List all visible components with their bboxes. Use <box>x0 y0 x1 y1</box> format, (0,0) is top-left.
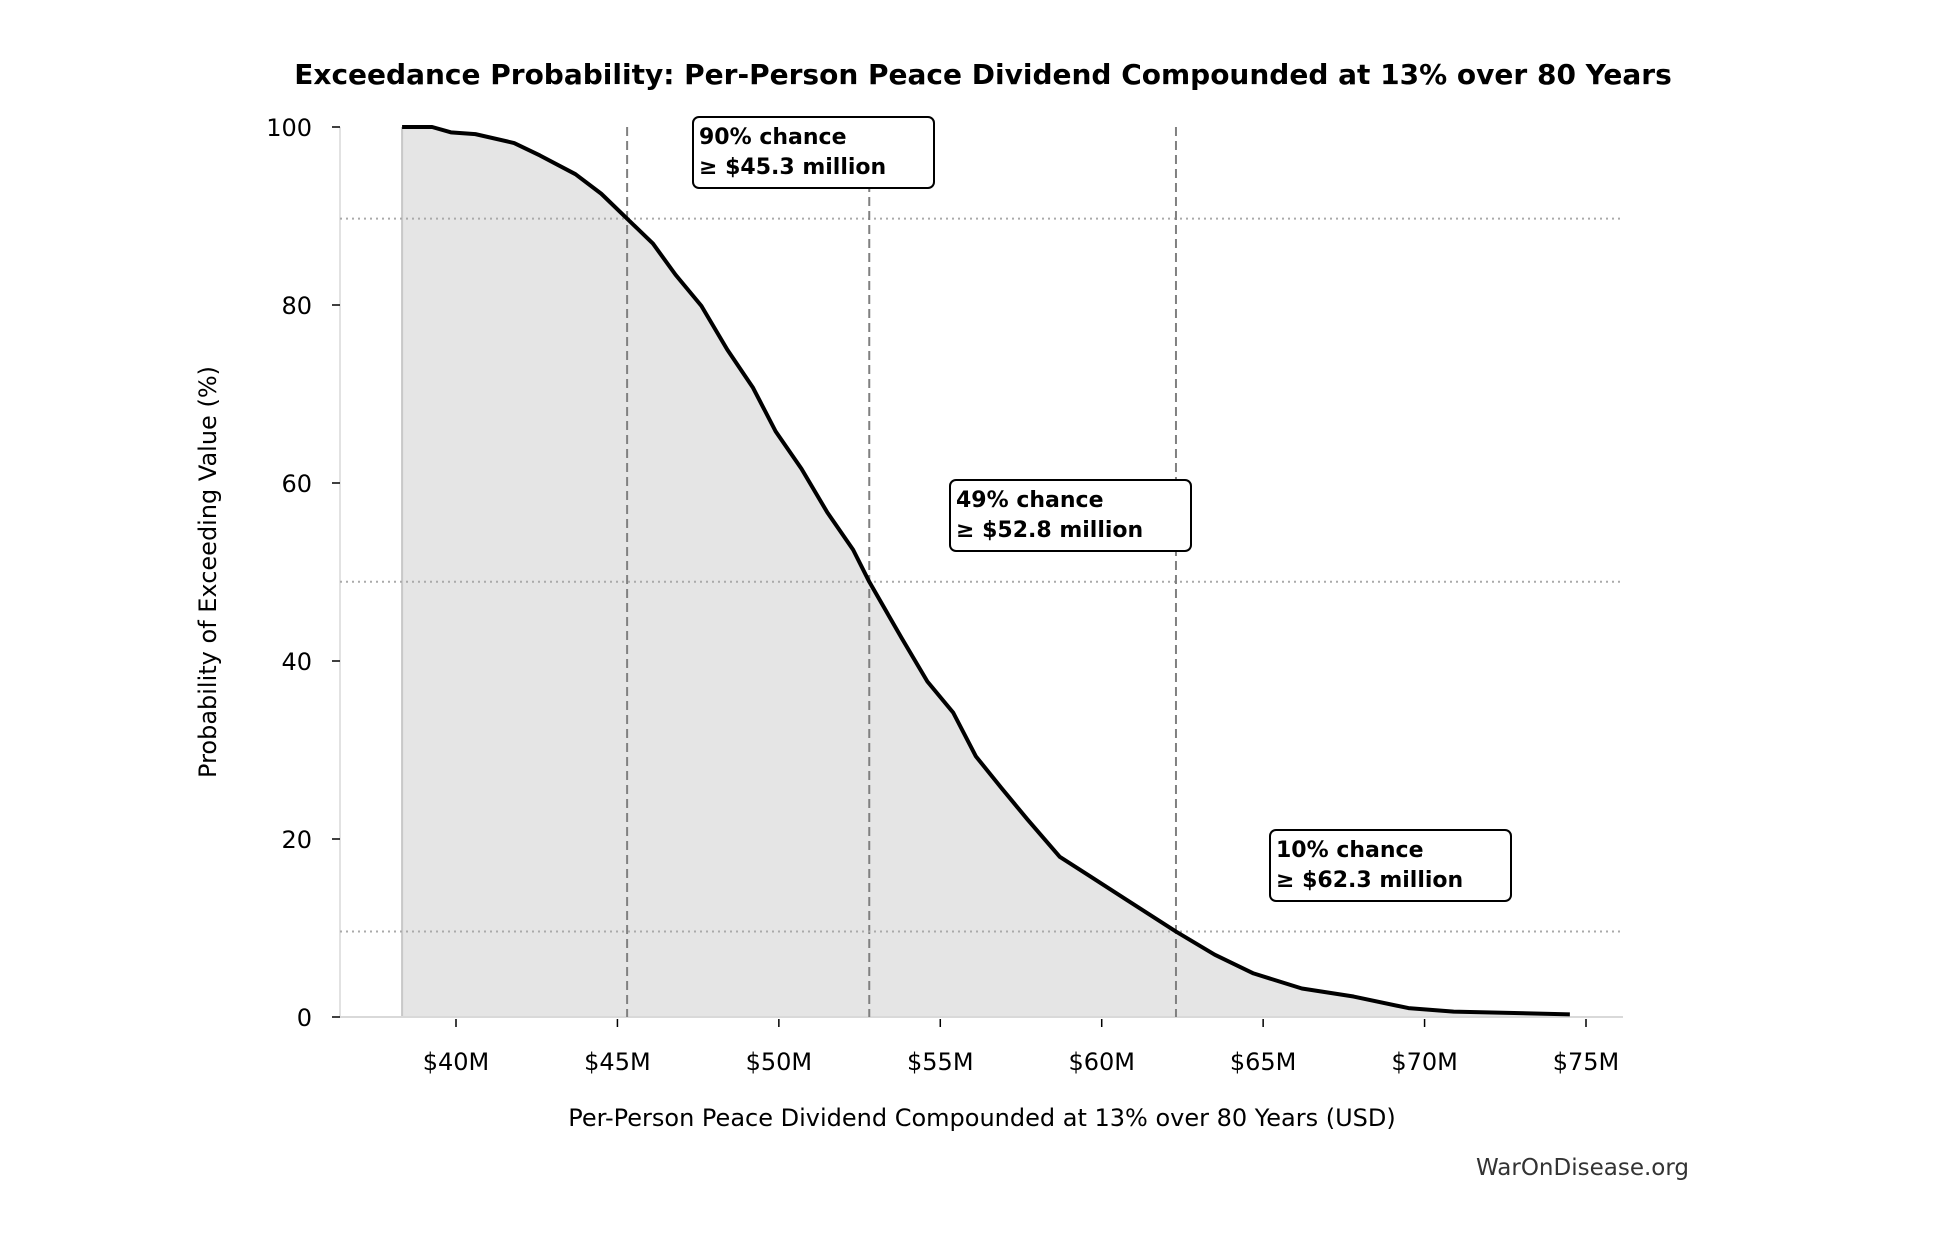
y-tick-label: 0 <box>297 1004 312 1032</box>
x-tick-label: $50M <box>746 1048 813 1076</box>
y-tick-label: 20 <box>281 826 312 854</box>
y-tick-label: 60 <box>281 470 312 498</box>
watermark: WarOnDisease.org <box>1476 1155 1689 1181</box>
x-tick-label: $65M <box>1230 1048 1297 1076</box>
annotation-line1: 90% chance <box>699 125 847 150</box>
x-tick-label: $60M <box>1068 1048 1135 1076</box>
x-tick-label: $45M <box>584 1048 651 1076</box>
annotation-box: 10% chance ≥ $62.3 million <box>1269 829 1512 902</box>
x-axis-label: Per-Person Peace Dividend Compounded at … <box>568 1104 1395 1132</box>
x-tick-label: $55M <box>907 1048 974 1076</box>
annotation-frame <box>1269 829 1512 902</box>
chart-title: Exceedance Probability: Per-Person Peace… <box>294 58 1671 91</box>
y-tick-label: 100 <box>266 114 312 142</box>
y-tick-label: 80 <box>281 292 312 320</box>
annotation-line1: 10% chance <box>1276 838 1424 863</box>
annotation-frame <box>692 116 935 189</box>
annotation-box: 49% chance ≥ $52.8 million <box>949 479 1192 552</box>
annotation-frame <box>949 479 1192 552</box>
annotation-line2: ≥ $45.3 million <box>699 155 886 180</box>
x-tick-label: $40M <box>423 1048 490 1076</box>
y-axis-label: Probability of Exceeding Value (%) <box>194 366 222 778</box>
exceedance-curve <box>402 125 1570 1017</box>
area-fill <box>402 127 1570 1017</box>
annotation-box: 90% chance ≥ $45.3 million <box>692 116 935 189</box>
annotation-line2: ≥ $52.8 million <box>956 518 1143 543</box>
annotation-line2: ≥ $62.3 million <box>1276 868 1463 893</box>
x-tick-label: $70M <box>1391 1048 1458 1076</box>
plot-area: $40M $45M $50M $55M $60M $65M $70M $75M 0 20 40 60 8… <box>266 114 1623 1076</box>
annotation-line1: 49% chance <box>956 488 1104 513</box>
y-tick-label: 40 <box>281 648 312 676</box>
x-tick-label: $75M <box>1553 1048 1620 1076</box>
